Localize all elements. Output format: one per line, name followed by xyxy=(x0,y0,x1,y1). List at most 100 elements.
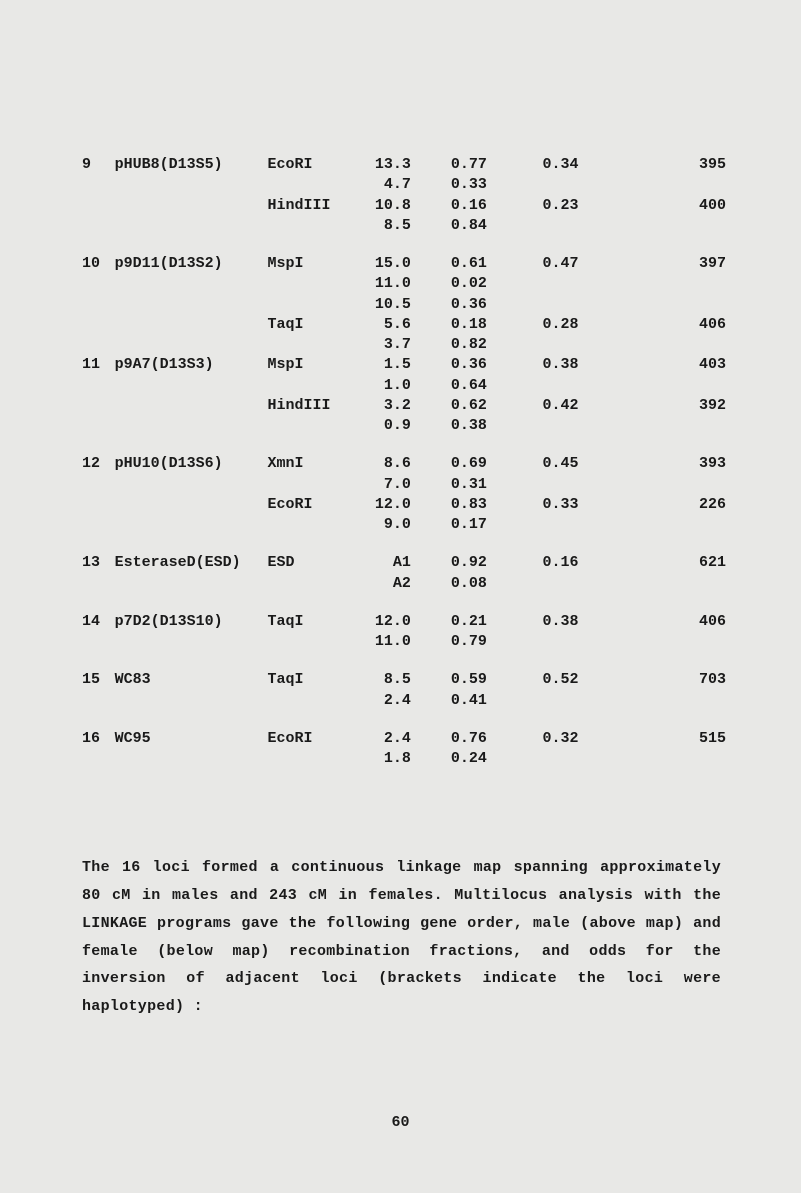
table-cell xyxy=(115,315,268,335)
table-cell xyxy=(82,335,115,355)
table-cell: 400 xyxy=(644,196,726,216)
table-cell: 1.5 xyxy=(369,355,451,375)
table-cell xyxy=(82,216,115,236)
table-cell xyxy=(543,295,645,315)
table-cell: EcoRI xyxy=(267,495,369,515)
table-row xyxy=(82,236,726,254)
table-cell: 0.47 xyxy=(543,254,645,274)
genetic-linkage-table: 9pHUB8(D13S5)EcoRI13.30.770.343954.70.33… xyxy=(82,155,726,769)
table-cell: 406 xyxy=(644,315,726,335)
table-cell xyxy=(267,376,369,396)
table-cell xyxy=(267,691,369,711)
table-row: 4.70.33 xyxy=(82,175,726,195)
table-cell: TaqI xyxy=(267,315,369,335)
table-row: 16WC95EcoRI2.40.760.32515 xyxy=(82,729,726,749)
table-cell xyxy=(267,274,369,294)
table-cell xyxy=(115,376,268,396)
table-cell xyxy=(82,196,115,216)
table-row: 8.50.84 xyxy=(82,216,726,236)
table-row: 2.40.41 xyxy=(82,691,726,711)
table-cell: 0.59 xyxy=(451,670,543,690)
table-cell: 226 xyxy=(644,495,726,515)
table-cell xyxy=(82,495,115,515)
table-cell: 0.77 xyxy=(451,155,543,175)
table-row: TaqI5.60.180.28406 xyxy=(82,315,726,335)
table-cell: 0.36 xyxy=(451,355,543,375)
table-cell: A1 xyxy=(369,553,451,573)
table-cell: pHU10(D13S6) xyxy=(115,454,268,474)
table-cell xyxy=(267,574,369,594)
table-cell xyxy=(82,396,115,416)
table-cell xyxy=(644,749,726,769)
table-cell: 0.16 xyxy=(543,553,645,573)
table-cell: ESD xyxy=(267,553,369,573)
table-cell: p7D2(D13S10) xyxy=(115,612,268,632)
table-cell: 9.0 xyxy=(369,515,451,535)
table-cell: 0.92 xyxy=(451,553,543,573)
table-cell: 3.2 xyxy=(369,396,451,416)
table-row: 10.50.36 xyxy=(82,295,726,315)
table-cell: 8.5 xyxy=(369,670,451,690)
table-cell: 0.32 xyxy=(543,729,645,749)
table-row: 11.00.02 xyxy=(82,274,726,294)
table-cell xyxy=(644,274,726,294)
table-cell xyxy=(82,175,115,195)
table-cell: 16 xyxy=(82,729,115,749)
table-cell xyxy=(267,295,369,315)
table-cell: 12.0 xyxy=(369,612,451,632)
table-cell xyxy=(267,335,369,355)
table-cell xyxy=(543,416,645,436)
table-cell: 0.34 xyxy=(543,155,645,175)
table-row: 14p7D2(D13S10)TaqI12.00.210.38406 xyxy=(82,612,726,632)
table-cell: 0.42 xyxy=(543,396,645,416)
table-cell xyxy=(82,475,115,495)
table-cell xyxy=(82,632,115,652)
table-cell xyxy=(543,691,645,711)
table-cell: 397 xyxy=(644,254,726,274)
table-row xyxy=(82,535,726,553)
table-cell: 15.0 xyxy=(369,254,451,274)
table-cell: 0.31 xyxy=(451,475,543,495)
table-cell: 621 xyxy=(644,553,726,573)
table-cell: XmnI xyxy=(267,454,369,474)
table-cell: HindIII xyxy=(267,396,369,416)
table-cell: 703 xyxy=(644,670,726,690)
table-cell xyxy=(543,475,645,495)
table-cell: 0.79 xyxy=(451,632,543,652)
table-cell: 12.0 xyxy=(369,495,451,515)
table-cell xyxy=(82,376,115,396)
table-cell: 0.38 xyxy=(543,612,645,632)
table-cell xyxy=(82,315,115,335)
table-cell xyxy=(267,749,369,769)
table-row: 11p9A7(D13S3)MspI1.50.360.38403 xyxy=(82,355,726,375)
table-cell xyxy=(115,475,268,495)
table-cell: 0.45 xyxy=(543,454,645,474)
table-cell: 0.24 xyxy=(451,749,543,769)
table-cell: MspI xyxy=(267,254,369,274)
table-cell xyxy=(267,515,369,535)
table-cell xyxy=(543,216,645,236)
table-cell: TaqI xyxy=(267,670,369,690)
table-cell: 393 xyxy=(644,454,726,474)
table-cell xyxy=(115,749,268,769)
table-cell: 1.8 xyxy=(369,749,451,769)
table-row: 13EsteraseD(ESD)ESDA10.920.16621 xyxy=(82,553,726,573)
table-cell xyxy=(543,574,645,594)
table-cell xyxy=(115,295,268,315)
table-cell xyxy=(644,376,726,396)
table-cell: WC83 xyxy=(115,670,268,690)
table-cell: 0.23 xyxy=(543,196,645,216)
table-row: 0.90.38 xyxy=(82,416,726,436)
table-cell xyxy=(115,396,268,416)
table-cell: 0.02 xyxy=(451,274,543,294)
table-cell xyxy=(644,515,726,535)
table-cell: 0.17 xyxy=(451,515,543,535)
table-cell: 13.3 xyxy=(369,155,451,175)
table-cell: 0.82 xyxy=(451,335,543,355)
table-cell xyxy=(644,632,726,652)
table-cell: 10 xyxy=(82,254,115,274)
table-cell: 11.0 xyxy=(369,632,451,652)
table-cell xyxy=(115,691,268,711)
table-cell: MspI xyxy=(267,355,369,375)
table-cell: EcoRI xyxy=(267,729,369,749)
